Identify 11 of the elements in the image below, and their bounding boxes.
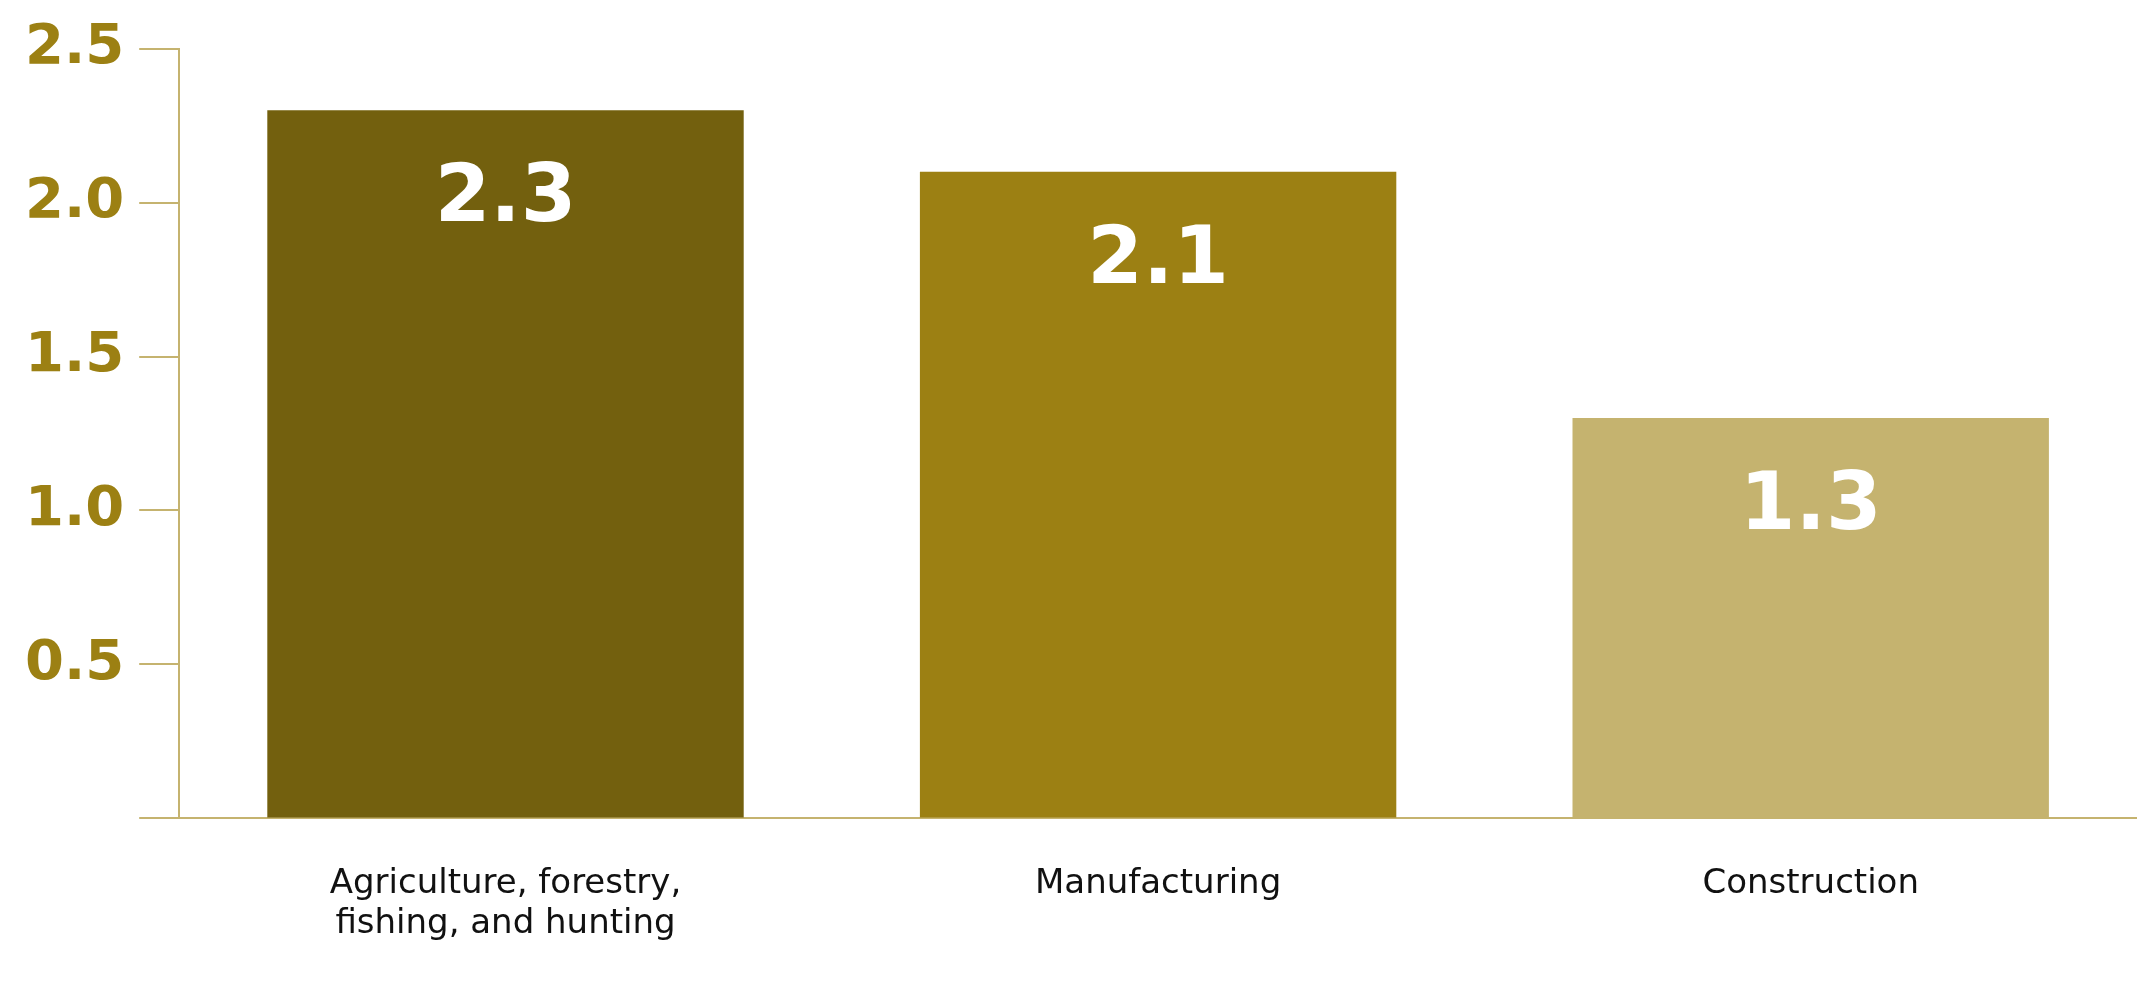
y-tick-label: 1.0 (25, 473, 125, 539)
data-label: 1.3 (1739, 454, 1882, 548)
y-tick-label: 1.5 (25, 319, 125, 385)
y-tick-label: 2.5 (25, 11, 125, 77)
x-tick-label: Manufacturing (1035, 860, 1282, 901)
y-tick-label: 0.5 (25, 626, 125, 692)
x-tick-label: Construction (1702, 860, 1919, 901)
x-tick-label: Agriculture, forestry, fishing, and hunting (329, 860, 682, 942)
data-label: 2.1 (1087, 208, 1229, 302)
data-label: 2.3 (434, 146, 577, 240)
y-tick-label: 2.0 (25, 165, 125, 231)
